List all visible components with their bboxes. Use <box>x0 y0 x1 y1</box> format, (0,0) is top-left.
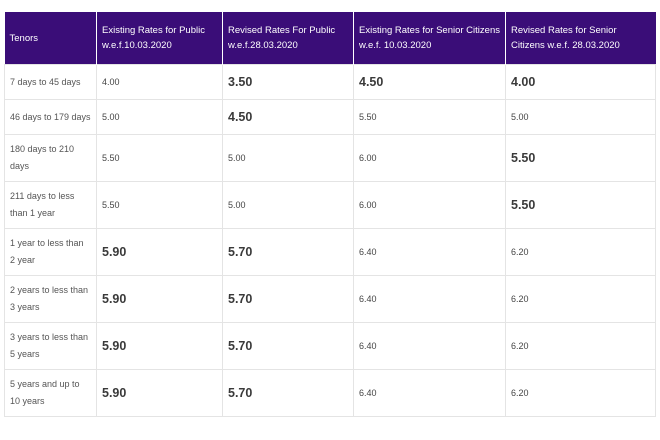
tenor-cell: 180 days to 210 days <box>4 134 97 182</box>
table-row: 7 days to 45 days 4.00 3.50 4.50 4.00 <box>4 64 656 100</box>
existing-senior-rate: 6.40 <box>353 275 506 323</box>
tenor-cell: 2 years to less than 3 years <box>4 275 97 323</box>
existing-public-rate: 5.50 <box>96 181 223 229</box>
header-revised-public: Revised Rates For Public w.e.f.28.03.202… <box>222 12 354 65</box>
tenor-cell: 3 years to less than 5 years <box>4 322 97 370</box>
table-row: 180 days to 210 days 5.50 5.00 6.00 5.50 <box>4 134 656 182</box>
revised-public-rate: 3.50 <box>222 64 354 100</box>
table-row: 1 year to less than 2 year 5.90 5.70 6.4… <box>4 228 656 276</box>
revised-public-rate: 5.70 <box>222 275 354 323</box>
revised-public-rate: 5.70 <box>222 369 354 417</box>
existing-public-rate: 5.90 <box>96 322 223 370</box>
header-existing-senior: Existing Rates for Senior Citizens w.e.f… <box>353 12 506 65</box>
existing-senior-rate: 6.40 <box>353 322 506 370</box>
existing-senior-rate: 5.50 <box>353 99 506 135</box>
revised-public-rate: 5.70 <box>222 322 354 370</box>
table-row: 2 years to less than 3 years 5.90 5.70 6… <box>4 275 656 323</box>
existing-senior-rate: 4.50 <box>353 64 506 100</box>
existing-public-rate: 5.90 <box>96 275 223 323</box>
revised-senior-rate: 5.50 <box>505 181 656 229</box>
tenor-cell: 211 days to less than 1 year <box>4 181 97 229</box>
existing-public-rate: 5.90 <box>96 369 223 417</box>
existing-senior-rate: 6.40 <box>353 369 506 417</box>
table-body: 7 days to 45 days 4.00 3.50 4.50 4.00 46… <box>4 64 656 417</box>
table-header: Tenors Existing Rates for Public w.e.f.1… <box>4 12 656 65</box>
tenor-cell: 5 years and up to 10 years <box>4 369 97 417</box>
revised-senior-rate: 4.00 <box>505 64 656 100</box>
existing-senior-rate: 6.00 <box>353 134 506 182</box>
revised-public-rate: 5.00 <box>222 134 354 182</box>
existing-public-rate: 5.90 <box>96 228 223 276</box>
revised-senior-rate: 6.20 <box>505 369 656 417</box>
revised-senior-rate: 5.00 <box>505 99 656 135</box>
existing-senior-rate: 6.40 <box>353 228 506 276</box>
revised-public-rate: 4.50 <box>222 99 354 135</box>
revised-public-rate: 5.70 <box>222 228 354 276</box>
header-tenors: Tenors <box>4 12 97 65</box>
tenor-cell: 7 days to 45 days <box>4 64 97 100</box>
table-row: 211 days to less than 1 year 5.50 5.00 6… <box>4 181 656 229</box>
header-row: Tenors Existing Rates for Public w.e.f.1… <box>4 12 656 65</box>
existing-public-rate: 4.00 <box>96 64 223 100</box>
revised-senior-rate: 6.20 <box>505 275 656 323</box>
revised-senior-rate: 6.20 <box>505 322 656 370</box>
tenor-cell: 1 year to less than 2 year <box>4 228 97 276</box>
table-row: 46 days to 179 days 5.00 4.50 5.50 5.00 <box>4 99 656 135</box>
revised-senior-rate: 5.50 <box>505 134 656 182</box>
table-row: 5 years and up to 10 years 5.90 5.70 6.4… <box>4 369 656 417</box>
header-existing-public: Existing Rates for Public w.e.f.10.03.20… <box>96 12 223 65</box>
existing-public-rate: 5.00 <box>96 99 223 135</box>
tenor-cell: 46 days to 179 days <box>4 99 97 135</box>
existing-senior-rate: 6.00 <box>353 181 506 229</box>
existing-public-rate: 5.50 <box>96 134 223 182</box>
table-row: 3 years to less than 5 years 5.90 5.70 6… <box>4 322 656 370</box>
header-revised-senior: Revised Rates for Senior Citizens w.e.f.… <box>505 12 656 65</box>
revised-public-rate: 5.00 <box>222 181 354 229</box>
rates-table-container: Tenors Existing Rates for Public w.e.f.1… <box>4 12 656 417</box>
revised-senior-rate: 6.20 <box>505 228 656 276</box>
fd-rates-table: Tenors Existing Rates for Public w.e.f.1… <box>4 12 656 417</box>
